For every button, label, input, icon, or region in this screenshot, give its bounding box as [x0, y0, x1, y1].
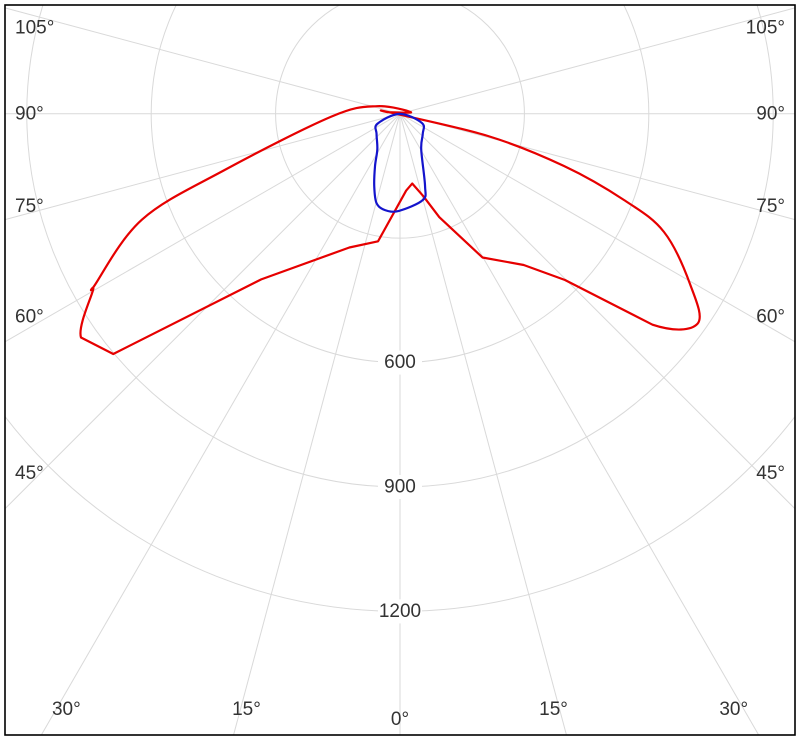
svg-text:75°: 75°: [756, 196, 785, 217]
svg-text:60°: 60°: [15, 306, 44, 327]
svg-text:1200: 1200: [379, 601, 421, 622]
svg-text:90°: 90°: [756, 103, 785, 124]
svg-text:60°: 60°: [756, 306, 785, 327]
svg-text:90°: 90°: [15, 103, 44, 124]
svg-text:15°: 15°: [539, 699, 568, 720]
svg-text:45°: 45°: [15, 463, 44, 484]
svg-text:600: 600: [384, 352, 416, 373]
svg-text:105°: 105°: [746, 18, 785, 39]
svg-text:105°: 105°: [15, 18, 54, 39]
svg-text:30°: 30°: [52, 699, 81, 720]
svg-text:75°: 75°: [15, 196, 44, 217]
svg-text:45°: 45°: [756, 463, 785, 484]
svg-text:900: 900: [384, 476, 416, 497]
svg-text:0°: 0°: [391, 709, 409, 730]
svg-text:30°: 30°: [719, 699, 748, 720]
svg-text:15°: 15°: [232, 699, 261, 720]
